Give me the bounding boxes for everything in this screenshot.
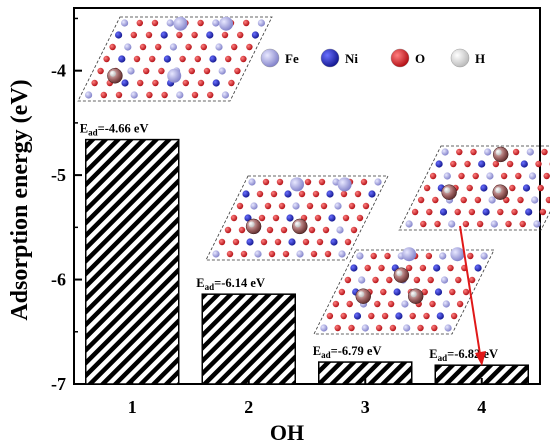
legend-label: H [475, 51, 485, 66]
surface-slab-inset [398, 145, 550, 231]
structure-insets [77, 16, 550, 335]
bar-data-label: Ead=-4.66 eV [80, 122, 149, 138]
surface-slab-inset [205, 175, 389, 261]
legend: Fe Ni O H [260, 48, 485, 68]
bar-2 [201, 293, 296, 385]
bar-data-label: Ead=-6.14 eV [196, 276, 265, 292]
plot-frame [73, 7, 541, 385]
x-tick-label: 2 [244, 397, 253, 417]
legend-swatch-h [450, 48, 470, 68]
y-tick-label: -7 [51, 374, 66, 394]
bar-labels-group: Ead=-4.66 eV Ead=-6.14 eV Ead=-6.79 eV Ead=… [80, 122, 498, 364]
legend-swatch-ni [320, 48, 340, 68]
y-tick-label: -4 [51, 61, 66, 81]
bars-group [85, 138, 529, 385]
x-axis-ticks: 1 2 3 4 [128, 378, 486, 417]
x-axis-title: OH [270, 420, 304, 445]
plot-border [73, 7, 541, 385]
legend-label: Fe [285, 51, 299, 66]
x-tick-label: 3 [361, 397, 370, 417]
y-axis-title: Adsorption energy (eV) [7, 79, 33, 320]
x-tick-label: 1 [128, 397, 137, 417]
legend-label: O [415, 51, 425, 66]
bar-data-label: Ead=-6.79 eV [313, 344, 382, 360]
x-tick-label: 4 [477, 397, 486, 417]
legend-swatch-o [390, 48, 410, 68]
legend-label: Ni [345, 51, 358, 66]
y-tick-label: -6 [51, 270, 66, 290]
surface-slab-inset [77, 16, 273, 102]
y-tick-label: -5 [51, 165, 66, 185]
bar-1 [85, 138, 180, 385]
bar-data-label: Ead=-6.82 eV [429, 347, 498, 363]
legend-swatch-fe [260, 48, 280, 68]
y-axis-ticks: -4 -5 -6 -7 [51, 17, 82, 394]
surface-slab-inset [313, 247, 495, 335]
arrow-head [475, 351, 486, 366]
arrow-line [459, 225, 481, 355]
